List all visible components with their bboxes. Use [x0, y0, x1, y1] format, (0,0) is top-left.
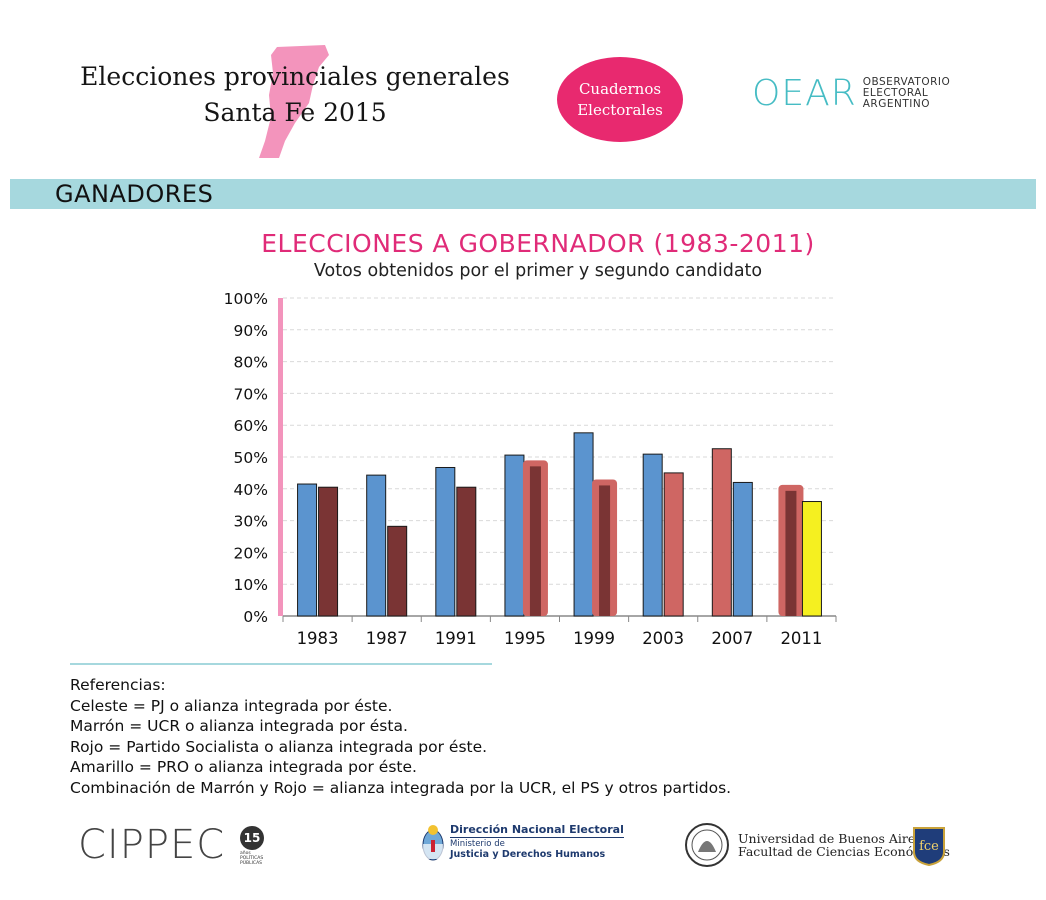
dne-logo: Dirección Nacional Electoral Ministerio …	[422, 824, 624, 862]
fce-text: fce	[919, 839, 939, 854]
bar	[297, 483, 318, 617]
dne-text: Dirección Nacional Electoral Ministerio …	[450, 824, 624, 860]
oear-line3: ARGENTINO	[862, 97, 930, 110]
oear-mark: OEAR	[752, 72, 857, 114]
badge-line1: Cuadernos	[578, 79, 662, 98]
oear-line2: ELECTORAL	[862, 86, 929, 99]
x-tick-label: 1991	[435, 629, 477, 648]
cippec-logo: CIPPEC	[78, 822, 226, 868]
bar	[318, 486, 339, 617]
bar	[387, 525, 408, 617]
dne-line2: Ministerio de	[450, 839, 505, 849]
page-title-line1: Elecciones provinciales generales	[80, 62, 510, 91]
y-tick-label: 80%	[234, 354, 268, 372]
cippec-tagline: años POLÍTICAS PÚBLICAS	[240, 851, 263, 866]
oear-logo: OEAR OBSERVATORIO ELECTORAL ARGENTINO	[752, 70, 950, 116]
y-tick-label: 40%	[234, 481, 268, 499]
bar	[573, 432, 594, 617]
x-tick-label: 1999	[573, 629, 615, 648]
x-tick-label: 2011	[780, 629, 822, 648]
cippec-small3: PÚBLICAS	[240, 861, 263, 866]
bar	[785, 490, 797, 616]
cippec-15-badge: 15	[240, 826, 264, 850]
chart-title: ELECCIONES A GOBERNADOR (1983-2011)	[261, 229, 815, 258]
bar	[711, 448, 732, 617]
reference-item: Marrón = UCR o alianza integrada por ést…	[70, 717, 408, 735]
reference-item: Celeste = PJ o alianza integrada por ést…	[70, 696, 393, 715]
bar	[529, 466, 541, 616]
bar	[801, 501, 822, 617]
y-axis	[278, 298, 283, 616]
x-tick-label: 2003	[642, 629, 684, 648]
uba-line2: Facultad de Ciencias Económicas	[738, 844, 950, 859]
x-tick-label: 1987	[366, 629, 408, 648]
y-tick-label: 10%	[234, 576, 268, 594]
y-tick-label: 30%	[234, 513, 268, 531]
references-heading: Referencias:	[70, 676, 166, 694]
bar	[366, 474, 387, 617]
uba-logo: Universidad de Buenos Aires Facultad de …	[684, 822, 950, 868]
reference-item: Combinación de Marrón y Rojo = alianza i…	[70, 778, 732, 797]
y-tick-label: 0%	[243, 608, 268, 626]
bar	[732, 481, 753, 617]
bar	[663, 472, 684, 617]
y-tick-label: 100%	[224, 290, 268, 308]
y-tick-label: 90%	[234, 322, 268, 340]
uba-text: Universidad de Buenos Aires Facultad de …	[738, 832, 950, 858]
y-tick-label: 70%	[234, 385, 268, 403]
fce-shield-icon: fce	[913, 827, 945, 866]
x-tick-label: 2007	[711, 629, 753, 648]
dne-line3: Justicia y Derechos Humanos	[450, 849, 606, 860]
bar	[642, 453, 663, 617]
section-title: GANADORES	[55, 180, 214, 208]
uba-line1: Universidad de Buenos Aires	[738, 831, 922, 846]
bar	[504, 454, 525, 617]
badge-line2: Electorales	[577, 100, 663, 119]
reference-item: Rojo = Partido Socialista o alianza inte…	[70, 737, 488, 756]
chart-subtitle: Votos obtenidos por el primer y segundo …	[313, 261, 763, 281]
y-tick-label: 20%	[234, 544, 268, 562]
y-tick-label: 60%	[234, 417, 268, 435]
bar	[456, 486, 477, 617]
argentina-shield-icon	[422, 825, 444, 861]
oear-text: OBSERVATORIO ELECTORAL ARGENTINO	[862, 75, 951, 110]
dne-title: Dirección Nacional Electoral	[450, 823, 624, 838]
x-tick-label: 1995	[504, 629, 546, 648]
cippec-small2: POLÍTICAS	[240, 856, 264, 861]
uba-seal-icon	[685, 823, 729, 867]
x-tick-label: 1983	[297, 629, 339, 648]
cippec-small1: años	[240, 851, 251, 856]
reference-item: Amarillo = PRO o alianza integrada por é…	[70, 758, 417, 776]
cuadernos-electorales-badge: Cuadernos Electorales	[557, 57, 683, 142]
bar	[599, 485, 611, 616]
oear-line1: OBSERVATORIO	[862, 75, 951, 88]
santa-fe-map-icon	[259, 45, 329, 158]
bar	[435, 466, 456, 617]
y-tick-label: 50%	[234, 449, 268, 467]
section-band	[10, 179, 1036, 209]
references-divider	[70, 663, 492, 665]
page-title-line2: Santa Fe 2015	[203, 98, 387, 127]
references: Referencias: Celeste = PJ o alianza inte…	[70, 675, 731, 798]
